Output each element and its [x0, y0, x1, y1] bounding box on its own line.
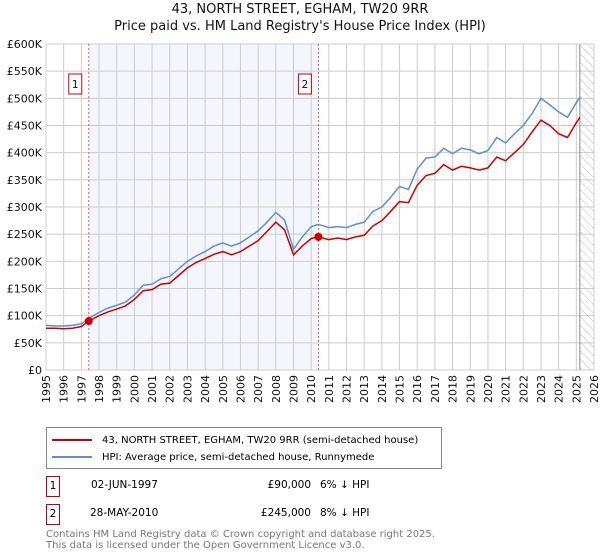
x-tick-label: 2026 [588, 375, 600, 403]
chart-title: 43, NORTH STREET, EGHAM, TW20 9RR [171, 2, 429, 17]
legend-label: HPI: Average price, semi-detached house,… [102, 451, 375, 463]
transaction-date: 28-MAY-2010 [90, 507, 159, 519]
x-tick-label: 2010 [305, 375, 318, 403]
legend-swatch-blue [52, 456, 92, 458]
footer: Contains HM Land Registry data © Crown c… [46, 529, 435, 551]
transaction-date: 02-JUN-1997 [91, 479, 158, 491]
price-chart: 1995 1996 1997 1998 1999 2000 2001 2002 2003 2004… [7, 38, 600, 403]
sale-marker-label: 2 [302, 79, 309, 91]
footer-copyright: Contains HM Land Registry data © Crown c… [46, 529, 435, 540]
transaction-hpi: 6% ↓ HPI [320, 479, 370, 491]
transaction-row: 2 28-MAY-2010 £245,000 8% ↓ HPI [46, 504, 546, 525]
x-tick-label: 2000 [128, 375, 141, 403]
sale-marker-label: 1 [72, 79, 79, 91]
y-tick-label: £50K [14, 337, 43, 350]
y-tick-label: £550K [7, 65, 43, 78]
sale-marker-badge [68, 73, 83, 95]
sale-marker-badge [297, 73, 312, 95]
x-tick-label: 2014 [376, 375, 389, 403]
y-tick-label: £600K [7, 38, 43, 51]
x-tick-label: 2004 [199, 375, 212, 403]
x-tick-label: 2017 [429, 375, 442, 403]
footer-licence: This data is licensed under the Open Gov… [46, 540, 365, 551]
legend-label: 43, NORTH STREET, EGHAM, TW20 9RR (semi-… [102, 434, 419, 446]
x-tick-label: 2001 [146, 375, 159, 403]
y-tick-label: £450K [7, 120, 43, 133]
x-tick-label: 2016 [411, 375, 424, 403]
y-tick-label: £0 [28, 364, 42, 377]
y-tick-label: £150K [7, 283, 43, 296]
x-tick-label: 2013 [358, 375, 371, 403]
x-tick-label: 2020 [482, 375, 495, 403]
sale-point [314, 232, 323, 241]
chart-subtitle: Price paid vs. HM Land Registry's House … [114, 19, 486, 34]
x-tick-label: 1996 [58, 375, 71, 403]
transaction-badge: 1 [46, 476, 60, 497]
x-tick-label: 2003 [181, 375, 194, 403]
transaction-price: £245,000 [260, 507, 311, 519]
legend: 43, NORTH STREET, EGHAM, TW20 9RR (semi-… [46, 427, 442, 469]
transaction-price: £90,000 [267, 479, 311, 491]
x-tick-label: 1998 [93, 375, 106, 403]
x-tick-label: 1997 [75, 375, 88, 403]
transaction-row: 1 02-JUN-1997 £90,000 6% ↓ HPI [46, 476, 546, 497]
y-tick-label: £100K [7, 310, 43, 323]
y-tick-label: £500K [7, 92, 43, 105]
x-tick-label: 2009 [287, 375, 300, 403]
x-tick-label: 2007 [252, 375, 265, 403]
y-tick-label: £300K [7, 201, 43, 214]
transaction-hpi: 8% ↓ HPI [320, 507, 370, 519]
x-tick-label: 2025 [570, 375, 583, 403]
x-tick-label: 2018 [447, 375, 460, 403]
x-tick-label: 1999 [111, 375, 124, 403]
x-tick-label: 1995 [40, 375, 53, 403]
x-tick-label: 2005 [217, 375, 230, 403]
sale-point [84, 317, 93, 326]
legend-swatch-red [52, 439, 92, 441]
transaction-badge: 2 [46, 504, 60, 525]
x-tick-label: 2006 [234, 375, 247, 403]
hpi-series-line [45, 96, 581, 327]
legend-item-property: 43, NORTH STREET, EGHAM, TW20 9RR (semi-… [52, 432, 418, 448]
y-tick-label: £250K [7, 228, 43, 241]
x-tick-label: 2015 [394, 375, 407, 403]
x-tick-label: 2019 [464, 375, 477, 403]
x-tick-label: 2021 [500, 375, 513, 403]
x-tick-label: 2002 [164, 375, 177, 403]
y-tick-label: £400K [7, 147, 43, 160]
plot-frame [45, 43, 595, 371]
x-tick-label: 2008 [270, 375, 283, 403]
y-tick-label: £350K [7, 174, 43, 187]
x-tick-label: 2024 [553, 375, 566, 403]
x-tick-label: 2012 [341, 375, 354, 403]
x-tick-label: 2022 [517, 375, 530, 403]
x-tick-label: 2023 [535, 375, 548, 403]
y-tick-label: £200K [7, 255, 43, 268]
x-tick-label: 2011 [323, 375, 336, 403]
legend-item-hpi: HPI: Average price, semi-detached house,… [52, 449, 374, 465]
